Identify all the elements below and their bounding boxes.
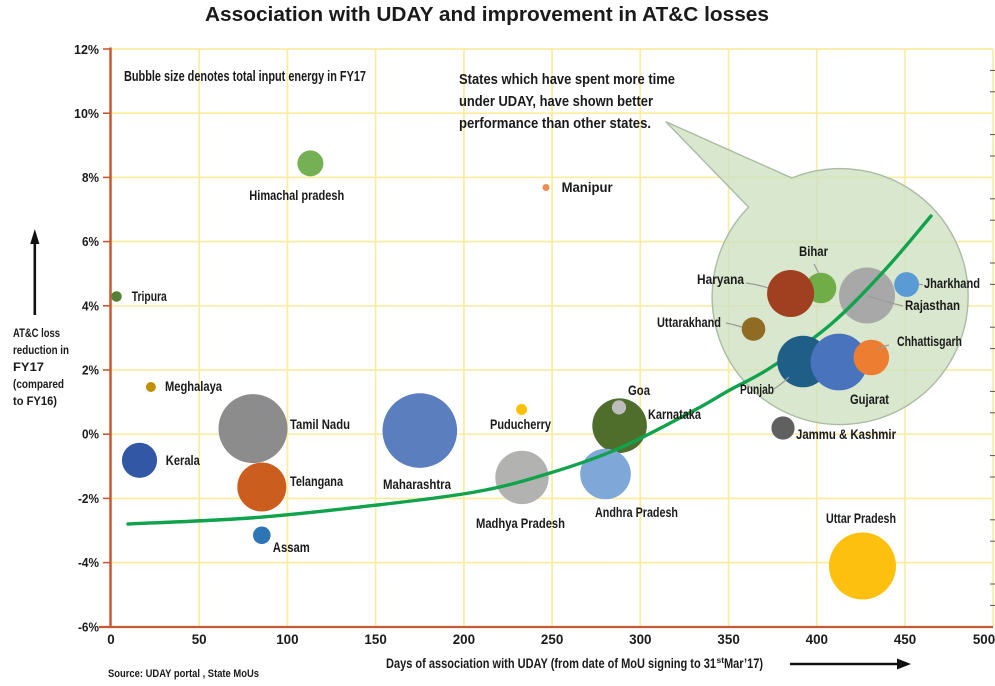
svg-text:Telangana: Telangana xyxy=(290,473,343,489)
svg-text:Puducherry: Puducherry xyxy=(490,416,551,432)
svg-text:10%: 10% xyxy=(74,106,99,121)
svg-text:Karnataka: Karnataka xyxy=(648,406,701,422)
svg-text:FY17: FY17 xyxy=(13,360,44,374)
svg-text:-6%: -6% xyxy=(78,619,99,634)
svg-text:500: 500 xyxy=(973,632,995,647)
svg-text:Tripura: Tripura xyxy=(132,288,167,304)
svg-text:Uttar Pradesh: Uttar Pradesh xyxy=(826,510,896,526)
svg-text:Himachal pradesh: Himachal pradesh xyxy=(249,187,344,203)
svg-text:Bihar: Bihar xyxy=(799,243,828,259)
svg-text:reduction in: reduction in xyxy=(13,343,69,357)
svg-text:Goa: Goa xyxy=(628,382,650,398)
svg-text:Meghalaya: Meghalaya xyxy=(165,378,222,394)
svg-text:Jammu & Kashmir: Jammu & Kashmir xyxy=(796,426,896,442)
svg-text:(compared: (compared xyxy=(13,377,64,391)
svg-text:8%: 8% xyxy=(82,170,99,185)
svg-text:Assam: Assam xyxy=(273,539,310,555)
svg-text:AT&C loss: AT&C loss xyxy=(13,326,60,340)
svg-text:6%: 6% xyxy=(82,234,99,249)
svg-text:under UDAY, have shown better: under UDAY, have shown better xyxy=(459,93,653,110)
svg-text:Punjab: Punjab xyxy=(740,381,774,397)
svg-text:to FY16): to FY16) xyxy=(13,394,57,408)
svg-text:Tamil Nadu: Tamil Nadu xyxy=(290,416,350,432)
svg-text:0%: 0% xyxy=(82,427,99,442)
svg-text:350: 350 xyxy=(717,632,739,647)
svg-text:Andhra Pradesh: Andhra Pradesh xyxy=(595,504,678,520)
svg-text:Manipur: Manipur xyxy=(562,179,614,195)
svg-text:0: 0 xyxy=(107,632,114,647)
svg-text:400: 400 xyxy=(806,632,828,647)
svg-text:12%: 12% xyxy=(74,42,99,57)
svg-text:200: 200 xyxy=(453,632,475,647)
svg-text:2%: 2% xyxy=(82,363,99,378)
svg-text:Madhya Pradesh: Madhya Pradesh xyxy=(476,515,565,531)
svg-text:450: 450 xyxy=(894,632,916,647)
svg-text:Gujarat: Gujarat xyxy=(850,391,889,407)
svg-text:150: 150 xyxy=(364,632,386,647)
svg-text:Uttarakhand: Uttarakhand xyxy=(657,314,721,330)
svg-text:Kerala: Kerala xyxy=(166,452,200,468)
svg-text:Association with UDAY and impr: Association with UDAY and improvement in… xyxy=(205,4,769,26)
svg-text:250: 250 xyxy=(541,632,563,647)
svg-text:Maharashtra: Maharashtra xyxy=(383,476,451,492)
svg-text:Mar’17): Mar’17) xyxy=(724,656,763,671)
svg-text:Bubble size denotes total inpu: Bubble size denotes total input energy i… xyxy=(124,68,366,85)
svg-text:300: 300 xyxy=(629,632,651,647)
svg-text:50: 50 xyxy=(192,632,207,647)
svg-text:Chhattisgarh: Chhattisgarh xyxy=(897,333,962,349)
svg-text:Days of association with UDAY: Days of association with UDAY (from date… xyxy=(386,656,716,671)
svg-text:100: 100 xyxy=(276,632,298,647)
svg-text:-2%: -2% xyxy=(78,491,99,506)
svg-text:Jharkhand: Jharkhand xyxy=(924,275,980,291)
svg-text:performance than other states.: performance than other states. xyxy=(459,115,651,132)
svg-text:States which have spent more t: States which have spent more time xyxy=(459,71,675,88)
svg-text:Rajasthan: Rajasthan xyxy=(905,297,960,313)
svg-text:st: st xyxy=(717,655,725,665)
svg-text:4%: 4% xyxy=(82,298,99,313)
svg-text:Source: UDAY portal , State Mo: Source: UDAY portal , State MoUs xyxy=(108,668,259,680)
svg-text:-4%: -4% xyxy=(78,555,99,570)
svg-text:Haryana: Haryana xyxy=(697,271,744,287)
